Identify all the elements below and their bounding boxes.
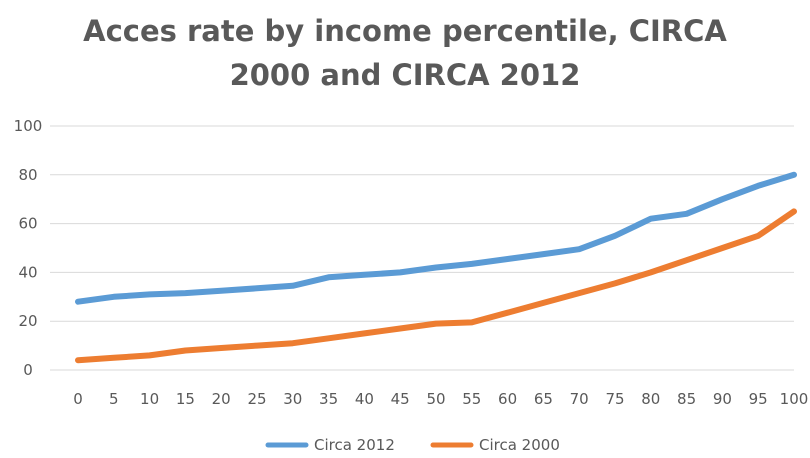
y-tick-label: 60 xyxy=(18,215,37,233)
x-tick-label: 75 xyxy=(605,390,624,408)
y-tick-label: 20 xyxy=(18,312,37,330)
x-axis-ticks: 0 5 10 15 20 25 30 35 40 45 50 55 60 65 70 75 80 85 90 95 10… xyxy=(73,390,808,408)
y-tick-label: 100 xyxy=(14,117,43,135)
x-tick-label: 5 xyxy=(109,390,119,408)
chart-title-line-2: 2000 and CIRCA 2012 xyxy=(230,58,581,92)
series-line-0 xyxy=(78,175,794,302)
x-tick-label: 15 xyxy=(176,390,195,408)
chart-title-line-1: Acces rate by income percentile, CIRCA xyxy=(83,14,727,48)
x-tick-label: 20 xyxy=(212,390,231,408)
x-tick-label: 55 xyxy=(462,390,481,408)
x-tick-label: 70 xyxy=(570,390,589,408)
x-tick-label: 10 xyxy=(140,390,159,408)
x-tick-label: 35 xyxy=(319,390,338,408)
x-tick-label: 60 xyxy=(498,390,517,408)
series-line-1 xyxy=(78,211,794,360)
legend: Circa 2012 Circa 2000 xyxy=(268,436,560,454)
x-tick-label: 85 xyxy=(677,390,696,408)
legend-label: Circa 2000 xyxy=(479,436,560,454)
x-tick-label: 65 xyxy=(534,390,553,408)
y-tick-label: 0 xyxy=(23,361,33,379)
y-tick-label: 80 xyxy=(18,166,37,184)
x-tick-label: 25 xyxy=(247,390,266,408)
x-tick-label: 95 xyxy=(749,390,768,408)
x-tick-label: 100 xyxy=(780,390,809,408)
x-tick-label: 50 xyxy=(426,390,445,408)
grid-lines xyxy=(50,126,794,370)
x-tick-label: 30 xyxy=(283,390,302,408)
x-tick-label: 40 xyxy=(355,390,374,408)
x-tick-label: 80 xyxy=(641,390,660,408)
legend-label: Circa 2012 xyxy=(314,436,395,454)
y-axis-ticks: 0 20 40 60 80 100 xyxy=(14,117,43,379)
x-tick-label: 45 xyxy=(391,390,410,408)
y-tick-label: 40 xyxy=(18,263,37,281)
series-lines xyxy=(78,175,794,360)
x-tick-label: 0 xyxy=(73,390,83,408)
x-tick-label: 90 xyxy=(713,390,732,408)
